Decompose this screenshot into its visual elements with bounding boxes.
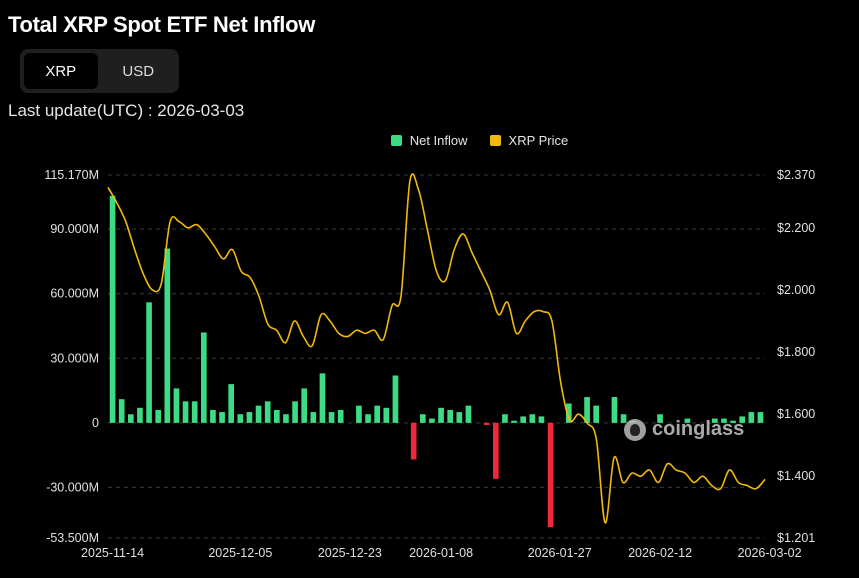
inflow-bar	[191, 401, 198, 423]
watermark-text: coinglass	[652, 418, 745, 440]
inflow-bar	[337, 409, 344, 423]
inflow-bar	[529, 414, 536, 423]
inflow-bar	[511, 420, 517, 423]
inflow-bar	[210, 409, 216, 423]
inflow-bar	[419, 414, 426, 423]
inflow-bar	[273, 409, 280, 423]
inflow-bar	[584, 397, 590, 423]
inflow-bar	[164, 248, 171, 423]
inflow-bar	[301, 388, 308, 423]
inflow-bar	[465, 405, 472, 423]
inflow-bar	[447, 409, 454, 423]
inflow-bar	[711, 418, 718, 423]
inflow-bar	[155, 409, 162, 423]
inflow-bar	[356, 405, 362, 423]
inflow-bar	[283, 414, 289, 423]
chart-legend: Net Inflow XRP Price	[0, 133, 859, 148]
coinglass-logo-icon	[624, 418, 646, 441]
inflow-bar	[392, 375, 399, 423]
chart-title: Total XRP Spot ETF Net Inflow	[8, 12, 316, 37]
inflow-bar	[137, 407, 143, 423]
inflow-bar	[538, 416, 545, 423]
inflow-bar	[565, 403, 572, 423]
x-tick-label: 2025-11-14	[81, 546, 144, 560]
inflow-bar	[328, 412, 335, 423]
toggle-xrp-button[interactable]: XRP	[24, 53, 98, 89]
x-tick-label: 2025-12-05	[208, 546, 272, 560]
inflow-bar	[547, 422, 554, 528]
y-right-tick-label: $1.800	[777, 345, 815, 359]
y-left-tick-label: -30.000M	[46, 480, 99, 494]
inflow-bar	[410, 422, 417, 460]
inflow-bar	[255, 405, 262, 423]
inflow-bar	[383, 407, 390, 423]
inflow-bar	[310, 412, 317, 423]
legend-net-inflow[interactable]: Net Inflow	[291, 133, 468, 148]
y-left-tick-label: 90.000M	[50, 222, 99, 236]
inflow-bar	[730, 420, 736, 423]
inflow-bar	[429, 418, 435, 423]
legend-net-inflow-swatch	[390, 135, 402, 146]
inflow-bar	[246, 412, 253, 423]
y-right-tick-label: $2.370	[777, 168, 815, 182]
x-tick-label: 2026-01-27	[528, 546, 592, 560]
y-right-tick-label: $1.600	[777, 407, 815, 421]
y-right-tick-label: $2.000	[777, 283, 815, 297]
inflow-bar	[200, 332, 207, 423]
legend-xrp-price-label: XRP Price	[508, 133, 569, 148]
inflow-bar	[456, 412, 463, 423]
inflow-bar	[118, 399, 125, 423]
x-tick-label: 2026-01-08	[409, 546, 473, 560]
inflow-bar	[228, 384, 235, 423]
inflow-bar	[620, 414, 627, 423]
inflow-bar	[748, 412, 755, 423]
inflow-bar	[319, 373, 326, 423]
inflow-bar	[438, 407, 444, 423]
inflow-bar	[173, 388, 180, 423]
x-tick-label: 2025-12-23	[318, 546, 382, 560]
legend-xrp-price[interactable]: XRP Price	[489, 133, 569, 148]
inflow-bar	[520, 416, 527, 423]
legend-net-inflow-label: Net Inflow	[409, 133, 468, 148]
inflow-bar	[365, 414, 371, 423]
y-left-tick-label: 0	[92, 416, 99, 430]
inflow-bar	[264, 401, 271, 423]
inflow-bar	[657, 414, 663, 423]
inflow-bar	[721, 418, 727, 423]
inflow-bar	[109, 195, 116, 423]
inflow-bar	[684, 418, 691, 423]
last-update-label: Last update(UTC) : 2026-03-03	[8, 101, 245, 120]
toggle-usd-button[interactable]: USD	[122, 62, 155, 80]
coinglass-watermark: coinglass	[624, 418, 744, 441]
xrp-price-line	[107, 173, 766, 524]
x-tick-label: 2026-03-02	[738, 546, 802, 560]
inflow-bar	[219, 412, 225, 423]
inflow-bar	[374, 405, 381, 423]
y-left-tick-label: 30.000M	[50, 351, 99, 365]
inflow-bar	[182, 401, 189, 423]
y-left-tick-label: -53.500M	[46, 531, 99, 545]
inflow-bar	[757, 412, 764, 423]
legend-xrp-price-swatch	[489, 135, 501, 146]
inflow-bar	[483, 422, 490, 426]
y-right-tick-label: $1.400	[777, 469, 815, 483]
inflow-bar	[593, 405, 600, 423]
x-tick-label: 2026-02-12	[628, 546, 692, 560]
y-right-tick-label: $2.200	[777, 221, 815, 235]
inflow-bar	[237, 414, 244, 423]
inflow-bar	[292, 401, 298, 423]
inflow-bar	[146, 302, 152, 423]
y-right-tick-label: $1.201	[777, 531, 815, 545]
y-left-tick-label: 60.000M	[50, 287, 99, 301]
inflow-bar	[127, 414, 134, 423]
inflow-bar	[502, 414, 508, 423]
y-left-tick-label: 115.170M	[44, 168, 99, 182]
unit-toggle: XRP USD	[20, 49, 179, 93]
inflow-bar	[611, 397, 618, 423]
inflow-bar	[492, 422, 499, 479]
inflow-bar	[739, 416, 746, 423]
